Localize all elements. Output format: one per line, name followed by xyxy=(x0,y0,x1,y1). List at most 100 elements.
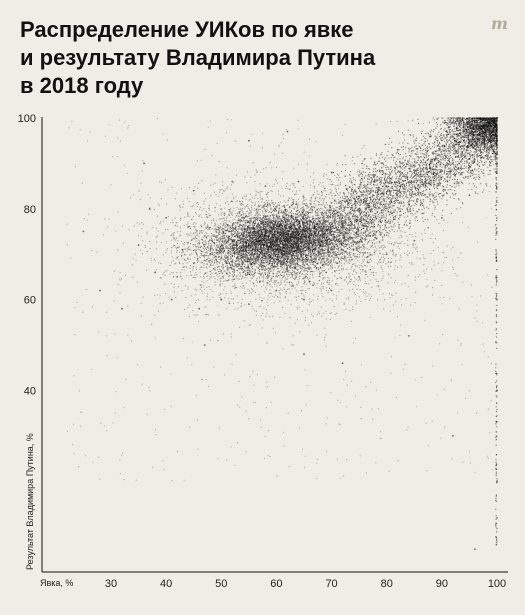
density-dot xyxy=(206,224,209,226)
density-dot xyxy=(378,259,381,261)
density-dot xyxy=(284,272,286,274)
density-dot xyxy=(316,256,318,258)
density-dot xyxy=(338,265,340,267)
density-dot xyxy=(257,233,259,235)
density-dot xyxy=(198,260,200,262)
density-dot xyxy=(213,229,215,231)
data-point xyxy=(308,239,311,242)
density-dot xyxy=(294,253,297,255)
density-dot xyxy=(252,263,255,265)
data-point xyxy=(220,298,223,301)
density-dot xyxy=(338,249,340,251)
density-dot xyxy=(313,266,315,269)
density-dot xyxy=(302,254,304,256)
density-dot xyxy=(272,256,275,258)
density-dot xyxy=(339,208,341,210)
density-dot xyxy=(213,239,216,241)
density-dot xyxy=(229,239,231,241)
density-dot xyxy=(215,223,217,225)
data-point xyxy=(121,307,123,310)
density-dot xyxy=(262,279,264,282)
density-dot xyxy=(250,272,252,274)
density-dot xyxy=(272,261,274,263)
density-dot xyxy=(344,229,346,231)
density-dot xyxy=(315,234,317,237)
density-dot xyxy=(207,254,209,257)
density-dot xyxy=(274,218,276,220)
density-dot xyxy=(219,242,221,244)
density-dot xyxy=(276,230,278,232)
density-dot xyxy=(297,212,299,214)
data-point xyxy=(270,226,272,228)
density-dot xyxy=(344,233,346,235)
density-dot xyxy=(206,272,208,274)
data-point xyxy=(231,180,234,183)
density-dot xyxy=(156,235,158,237)
density-dot xyxy=(312,221,314,223)
density-dot xyxy=(309,256,312,258)
density-dot xyxy=(238,218,240,220)
density-dot xyxy=(203,255,205,257)
density-dot xyxy=(274,282,276,284)
density-dot xyxy=(277,266,279,268)
density-dot xyxy=(210,248,212,250)
density-dot xyxy=(324,228,326,230)
density-dot xyxy=(277,247,279,249)
density-dot xyxy=(298,214,300,216)
density-dot xyxy=(242,252,244,254)
density-dot xyxy=(251,208,253,210)
density-dot xyxy=(218,218,220,220)
density-dot xyxy=(282,258,284,260)
data-point xyxy=(319,244,322,247)
density-dot xyxy=(218,237,220,239)
density-dot xyxy=(264,214,266,216)
density-dot xyxy=(224,260,226,262)
density-dot xyxy=(176,246,179,249)
density-dot xyxy=(327,254,329,256)
density-dot xyxy=(251,258,253,260)
density-dot xyxy=(189,258,191,260)
density-dot xyxy=(222,276,224,278)
density-dot xyxy=(216,252,218,254)
density-dot xyxy=(200,254,202,256)
density-dot xyxy=(291,263,293,265)
density-dot xyxy=(246,233,248,235)
density-dot xyxy=(270,234,272,236)
density-dot xyxy=(238,239,240,242)
density-dot xyxy=(255,279,257,281)
density-dot xyxy=(275,231,277,233)
density-dot xyxy=(206,263,208,265)
density-dot xyxy=(196,238,198,240)
density-dot xyxy=(189,264,192,267)
density-dot xyxy=(216,241,218,243)
data-point xyxy=(308,280,311,283)
density-dot xyxy=(252,271,254,273)
density-dot xyxy=(267,272,269,274)
density-dot xyxy=(336,217,338,220)
meduza-logo-icon[interactable]: m xyxy=(491,14,508,33)
density-dot xyxy=(266,254,268,256)
data-point xyxy=(441,153,443,156)
density-dot xyxy=(219,223,222,225)
density-dot xyxy=(363,248,365,250)
density-dot xyxy=(314,210,316,213)
data-point xyxy=(468,194,471,197)
density-dot xyxy=(209,250,211,252)
density-dot xyxy=(338,194,340,196)
density-dot xyxy=(290,235,292,237)
density-dot xyxy=(262,214,264,216)
density-dot xyxy=(294,186,296,188)
density-dot xyxy=(181,269,183,271)
density-dot xyxy=(253,257,255,259)
density-dot xyxy=(269,211,271,213)
density-dot xyxy=(241,267,244,269)
density-dot xyxy=(222,237,224,239)
density-dot xyxy=(259,230,261,233)
density-dot xyxy=(225,235,227,237)
data-point xyxy=(198,307,201,310)
density-dot xyxy=(236,247,239,249)
density-dot xyxy=(305,247,307,249)
density-dot xyxy=(204,259,206,261)
density-dot xyxy=(330,211,332,213)
density-dot xyxy=(283,233,285,236)
